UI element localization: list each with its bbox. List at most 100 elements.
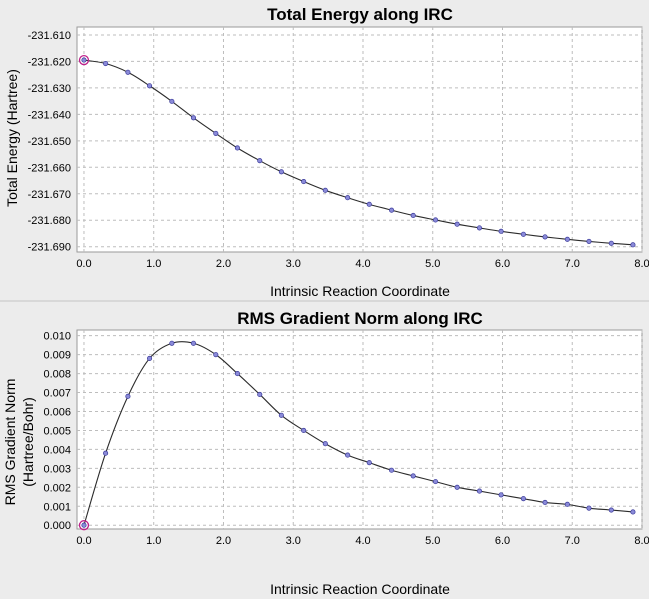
data-point[interactable]	[169, 340, 175, 346]
data-point[interactable]	[190, 340, 197, 346]
y-tick-label: 0.000	[43, 520, 71, 532]
y-tick-label: 0.001	[43, 501, 71, 513]
x-tick-label: 4.0	[355, 535, 370, 547]
y-tick-label: -231.610	[28, 30, 71, 42]
y-tick-label: 0.002	[43, 482, 71, 494]
data-point[interactable]	[278, 169, 284, 175]
data-point[interactable]	[301, 179, 307, 185]
chart-title: RMS Gradient Norm along IRC	[237, 309, 483, 328]
data-point[interactable]	[190, 115, 197, 121]
data-point[interactable]	[146, 355, 153, 361]
x-tick-label: 6.0	[495, 258, 510, 270]
data-point[interactable]	[234, 371, 240, 377]
x-tick-label: 0.0	[76, 535, 91, 547]
selected-point-marker[interactable]	[78, 54, 90, 66]
x-tick-label: 8.0	[634, 535, 649, 547]
y-tick-label: -231.660	[28, 162, 71, 174]
y-tick-label: 0.010	[43, 331, 71, 343]
data-point[interactable]	[608, 240, 614, 246]
x-tick-label: 1.0	[146, 258, 161, 270]
data-point[interactable]	[586, 505, 592, 511]
data-point[interactable]	[257, 391, 263, 397]
y-tick-label: -231.630	[28, 83, 71, 95]
data-point[interactable]	[301, 427, 307, 433]
data-point[interactable]	[278, 412, 284, 418]
x-tick-label: 7.0	[565, 535, 580, 547]
x-tick-label: 0.0	[76, 258, 91, 270]
energy-chart: Total Energy along IRC Intrinsic Reactio…	[4, 5, 649, 299]
data-point[interactable]	[586, 238, 592, 244]
data-point[interactable]	[454, 484, 460, 490]
x-tick-label: 2.0	[216, 535, 231, 547]
x-tick-label: 1.0	[146, 535, 161, 547]
data-point[interactable]	[410, 212, 416, 219]
data-point[interactable]	[389, 207, 395, 213]
y-axis-label: Total Energy (Hartree)	[4, 69, 20, 207]
data-point[interactable]	[103, 450, 109, 456]
y-tick-label: 0.003	[43, 463, 71, 475]
data-point[interactable]	[389, 467, 395, 473]
y-tick-label: -231.680	[28, 215, 71, 227]
data-point[interactable]	[608, 507, 614, 513]
data-point[interactable]	[542, 234, 548, 240]
data-point[interactable]	[454, 221, 460, 227]
data-point[interactable]	[125, 393, 131, 399]
data-point[interactable]	[410, 473, 416, 479]
plot-background	[76, 329, 643, 530]
data-point[interactable]	[542, 499, 548, 506]
data-point[interactable]	[564, 236, 570, 242]
data-point[interactable]	[498, 228, 504, 234]
y-tick-label: -231.620	[28, 56, 71, 68]
y-tick-label: 0.004	[43, 444, 71, 456]
data-point[interactable]	[213, 130, 219, 136]
data-point[interactable]	[630, 242, 636, 248]
data-point[interactable]	[125, 69, 131, 75]
data-point[interactable]	[432, 479, 439, 485]
x-tick-label: 6.0	[495, 535, 510, 547]
data-point[interactable]	[213, 352, 219, 358]
x-tick-label: 3.0	[286, 258, 301, 270]
plot-background	[76, 26, 643, 253]
selected-point-marker[interactable]	[78, 520, 90, 531]
energy-chart-panel: Total Energy along IRC Intrinsic Reactio…	[0, 0, 649, 300]
data-point[interactable]	[146, 83, 153, 89]
data-point[interactable]	[234, 145, 240, 151]
data-point[interactable]	[103, 60, 109, 67]
x-tick-label: 8.0	[634, 258, 649, 270]
data-point[interactable]	[322, 441, 328, 447]
chart-title: Total Energy along IRC	[267, 5, 453, 24]
data-point[interactable]	[476, 225, 483, 231]
data-point[interactable]	[81, 57, 87, 63]
y-tick-label: 0.008	[43, 369, 71, 381]
y-tick-label: 0.007	[43, 388, 71, 400]
x-tick-label: 4.0	[355, 258, 370, 270]
data-point[interactable]	[432, 217, 439, 223]
x-tick-label: 7.0	[565, 258, 580, 270]
x-tick-label: 2.0	[216, 258, 231, 270]
data-point[interactable]	[345, 452, 351, 458]
data-point[interactable]	[322, 187, 328, 193]
y-axis-label: RMS Gradient Norm	[2, 379, 18, 506]
y-tick-label: -231.690	[28, 242, 71, 254]
y-axis-unit: (Hartree/Bohr)	[20, 397, 36, 486]
y-tick-label: 0.006	[43, 406, 71, 418]
data-point[interactable]	[257, 158, 263, 164]
data-point[interactable]	[520, 496, 526, 502]
data-point[interactable]	[81, 522, 87, 528]
data-point[interactable]	[476, 488, 483, 494]
x-axis-label: Intrinsic Reaction Coordinate	[270, 581, 450, 597]
data-point[interactable]	[520, 231, 526, 237]
data-point[interactable]	[169, 98, 175, 104]
data-point[interactable]	[564, 501, 570, 507]
data-point[interactable]	[498, 492, 504, 498]
x-axis-label: Intrinsic Reaction Coordinate	[270, 283, 450, 299]
gradient-chart: RMS Gradient Norm along IRC Intrinsic Re…	[2, 309, 649, 597]
data-point[interactable]	[345, 195, 351, 201]
data-point[interactable]	[366, 201, 372, 207]
y-tick-label: -231.640	[28, 109, 71, 121]
data-point[interactable]	[366, 460, 372, 466]
data-point[interactable]	[630, 509, 636, 515]
y-tick-label: -231.670	[28, 189, 71, 201]
plot-area	[76, 26, 643, 253]
